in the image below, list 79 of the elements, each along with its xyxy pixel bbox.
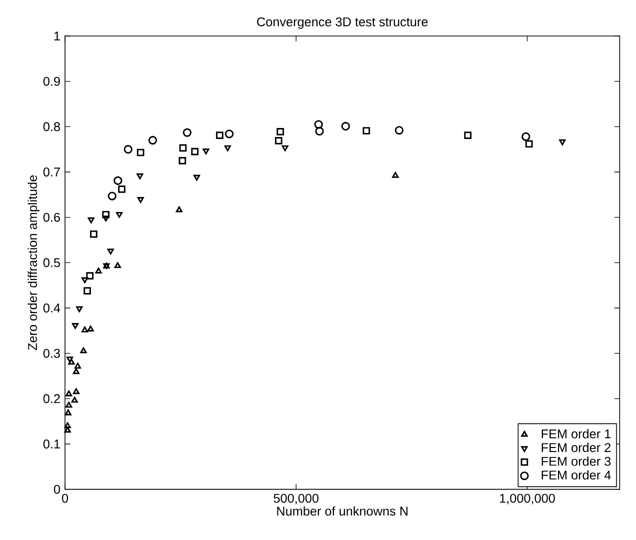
chart-title: Convergence 3D test structure: [257, 17, 428, 29]
point: [72, 368, 80, 374]
y-axis-title: Zero order diffraction amplitude: [28, 175, 40, 350]
point: [136, 148, 144, 156]
point: [82, 326, 88, 332]
x-tick-label: 1,000,000: [500, 494, 555, 504]
legend-label: FEM order 3: [542, 456, 611, 466]
legend-label: FEM order 1: [542, 429, 611, 438]
point: [95, 268, 102, 274]
point: [86, 272, 94, 280]
point: [88, 217, 94, 224]
point: [76, 306, 83, 312]
point: [202, 148, 210, 154]
point: [107, 248, 114, 255]
point: [315, 126, 324, 136]
x-tick-label: 500,000: [274, 494, 318, 504]
point: [216, 132, 224, 139]
point: [64, 410, 72, 416]
point: [80, 347, 87, 354]
point: [136, 173, 144, 180]
point: [68, 358, 75, 365]
point: [224, 145, 231, 152]
point: [224, 130, 234, 138]
point: [64, 422, 71, 428]
point: [341, 122, 350, 131]
point: [74, 362, 81, 369]
point: [182, 128, 192, 137]
point: [276, 128, 284, 136]
point: [522, 132, 530, 141]
point: [282, 145, 288, 152]
point: [274, 137, 282, 144]
point: [102, 216, 110, 222]
point: [64, 426, 71, 433]
y-tick-label: 1: [54, 32, 60, 40]
point: [90, 230, 98, 238]
y-tick-label: 0.8: [43, 122, 60, 132]
point: [114, 262, 121, 268]
point: [124, 144, 132, 154]
point: [559, 139, 566, 146]
point: [114, 176, 122, 185]
point: [191, 148, 199, 156]
point: [137, 196, 144, 203]
y-tick-label: 0.1: [43, 440, 60, 448]
point: [118, 186, 126, 193]
point: [84, 287, 91, 294]
point: [102, 210, 110, 218]
point: [87, 326, 94, 332]
point: [193, 174, 200, 181]
point: [362, 127, 370, 134]
point: [116, 212, 123, 218]
y-tick-label: 0: [54, 484, 60, 494]
y-tick-label: 0.9: [43, 76, 60, 86]
point: [82, 277, 88, 284]
point: [71, 396, 78, 403]
point: [314, 120, 323, 129]
legend-label: FEM order 4: [542, 470, 611, 480]
point: [66, 356, 74, 362]
point: [464, 132, 472, 139]
point: [108, 192, 116, 200]
y-tick-label: 0.2: [43, 394, 60, 404]
point: [148, 136, 158, 145]
point: [525, 140, 533, 148]
point: [66, 390, 72, 396]
point: [178, 157, 186, 164]
y-tick-label: 0.7: [43, 168, 60, 176]
y-tick-label: 0.6: [43, 212, 60, 222]
y-tick-label: 0.3: [43, 348, 60, 358]
legend-label: FEM order 2: [542, 442, 611, 452]
x-axis-title: Number of unknowns N: [277, 506, 408, 516]
y-tick-label: 0.5: [43, 258, 60, 268]
point: [176, 206, 182, 212]
point: [72, 323, 78, 329]
x-tick-label: 0: [62, 494, 68, 503]
point: [72, 388, 80, 394]
point: [179, 144, 187, 152]
point: [392, 172, 399, 178]
point: [394, 126, 404, 135]
point: [66, 402, 72, 408]
y-tick-label: 0.4: [43, 304, 60, 312]
